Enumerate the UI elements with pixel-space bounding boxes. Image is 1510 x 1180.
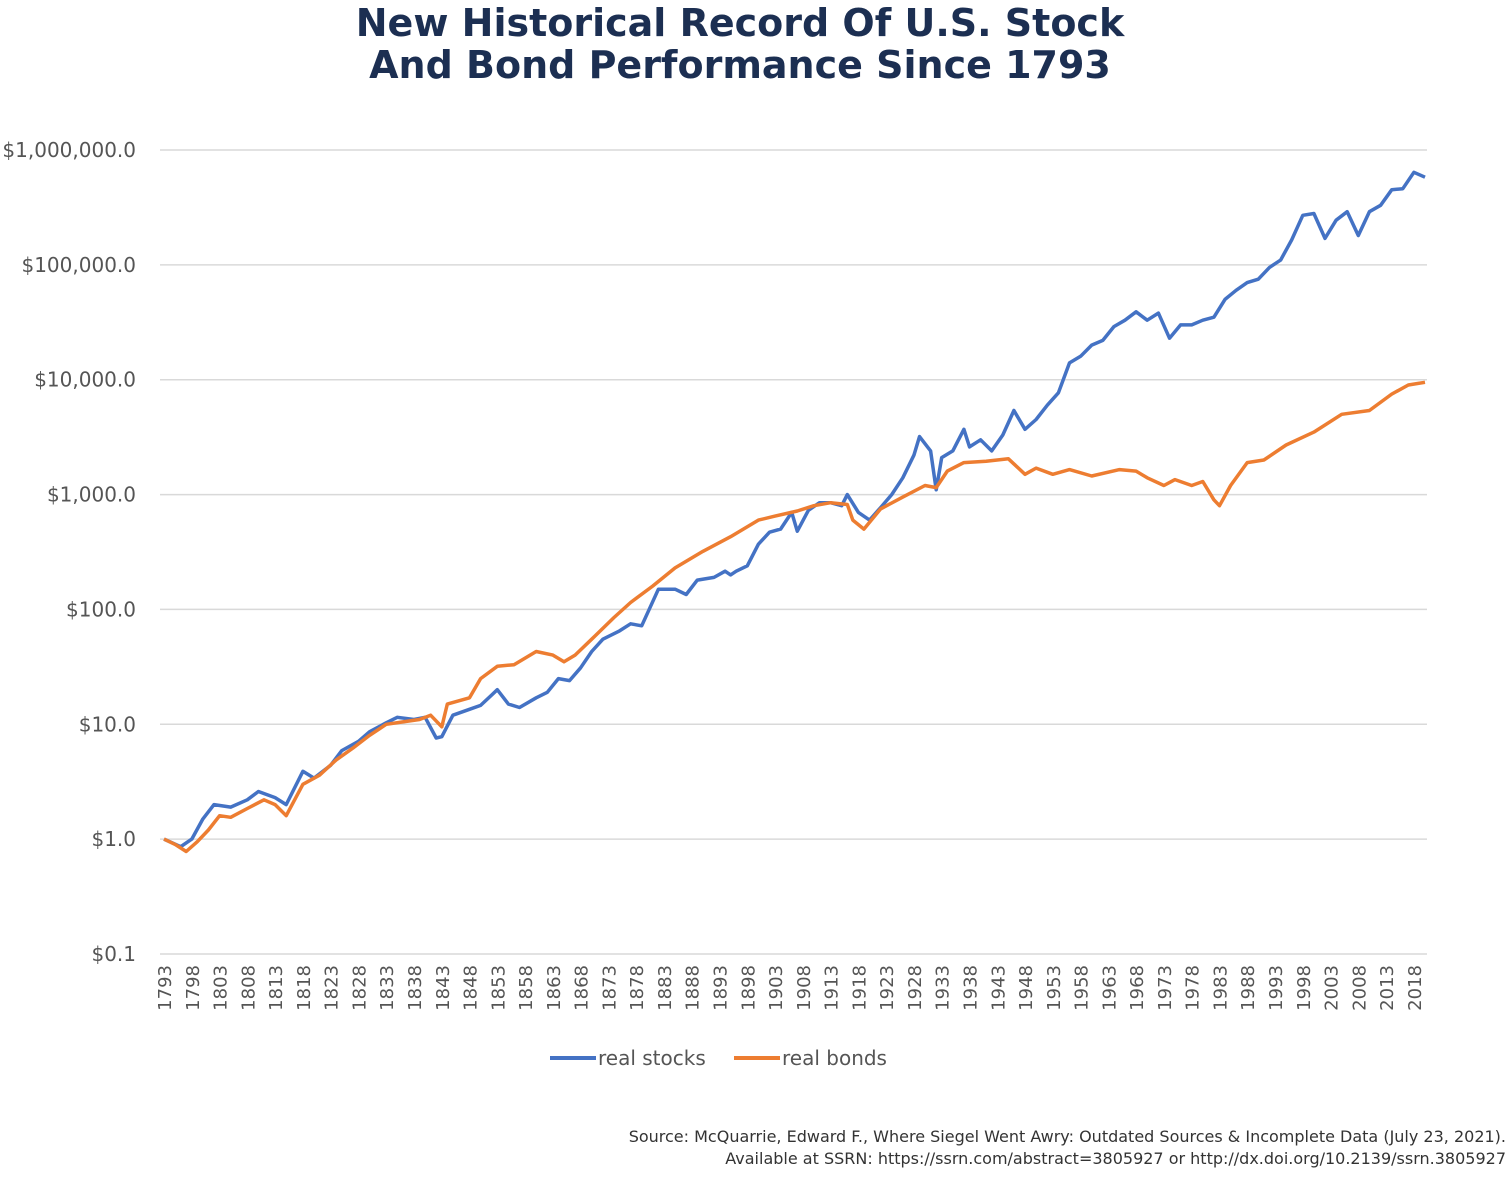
x-tick-label: 1893 bbox=[711, 965, 732, 1011]
y-tick-label: $10,000.0 bbox=[34, 368, 136, 392]
y-tick-label: $1.0 bbox=[91, 827, 136, 851]
x-tick-label: 1808 bbox=[238, 965, 259, 1011]
x-tick-label: 1998 bbox=[1294, 965, 1315, 1011]
y-tick-label: $100.0 bbox=[66, 597, 136, 621]
x-tick-label: 1918 bbox=[849, 965, 870, 1011]
x-tick-label: 1923 bbox=[877, 965, 898, 1011]
x-tick-label: 1908 bbox=[794, 965, 815, 1011]
y-tick-label: $10.0 bbox=[79, 712, 136, 736]
x-tick-label: 1963 bbox=[1099, 965, 1120, 1011]
legend-item-bonds: real bonds bbox=[734, 1046, 887, 1070]
x-tick-label: 1883 bbox=[655, 965, 676, 1011]
x-tick-label: 1813 bbox=[266, 965, 287, 1011]
chart-title: New Historical Record Of U.S. Stock And … bbox=[0, 2, 1480, 86]
title-line-2: And Bond Performance Since 1793 bbox=[369, 43, 1111, 87]
y-tick-label: $1,000,000.0 bbox=[2, 138, 136, 162]
series-line-real-stocks bbox=[163, 170, 1426, 849]
x-tick-label: 1968 bbox=[1127, 965, 1148, 1011]
x-tick-label: 1838 bbox=[405, 965, 426, 1011]
x-tick-label: 1863 bbox=[544, 965, 565, 1011]
y-tick-label: $1,000.0 bbox=[47, 483, 136, 507]
x-tick-label: 2018 bbox=[1405, 965, 1426, 1011]
y-axis: $0.1 $1.0 $10.0 $100.0 $1,000.0 $10,000.0 $100… bbox=[2, 138, 136, 966]
x-tick-label: 1983 bbox=[1210, 965, 1231, 1011]
x-tick-label: 1978 bbox=[1183, 965, 1204, 1011]
x-tick-label: 1938 bbox=[960, 965, 981, 1011]
x-tick-label: 1878 bbox=[627, 965, 648, 1011]
x-tick-label: 1798 bbox=[183, 965, 204, 1011]
x-tick-label: 1828 bbox=[349, 965, 370, 1011]
x-tick-label: 1988 bbox=[1238, 965, 1259, 1011]
grid bbox=[160, 149, 1427, 955]
x-tick-label: 1903 bbox=[766, 965, 787, 1011]
legend-swatch-bonds bbox=[734, 1056, 780, 1060]
x-tick-label: 1973 bbox=[1155, 965, 1176, 1011]
x-tick-label: 1843 bbox=[433, 965, 454, 1011]
x-tick-label: 2003 bbox=[1322, 965, 1343, 1011]
x-tick-label: 1818 bbox=[294, 965, 315, 1011]
x-tick-label: 1948 bbox=[1016, 965, 1037, 1011]
source-line-1: Source: McQuarrie, Edward F., Where Sieg… bbox=[628, 1127, 1506, 1146]
x-tick-label: 1793 bbox=[155, 965, 176, 1011]
x-tick-label: 1853 bbox=[488, 965, 509, 1011]
legend-label-stocks: real stocks bbox=[598, 1046, 706, 1070]
legend-label-bonds: real bonds bbox=[782, 1046, 887, 1070]
series-line-real-bonds bbox=[163, 380, 1426, 854]
legend-swatch-stocks bbox=[550, 1056, 596, 1060]
legend-item-stocks: real stocks bbox=[550, 1046, 706, 1070]
x-tick-label: 2013 bbox=[1377, 965, 1398, 1011]
x-tick-label: 1913 bbox=[822, 965, 843, 1011]
x-tick-label: 1993 bbox=[1266, 965, 1287, 1011]
x-tick-label: 2008 bbox=[1349, 965, 1370, 1011]
x-tick-label: 1933 bbox=[933, 965, 954, 1011]
series-lines bbox=[163, 170, 1426, 854]
x-tick-label: 1858 bbox=[516, 965, 537, 1011]
y-tick-label: $100,000.0 bbox=[21, 253, 136, 277]
source-line-2: Available at SSRN: https://ssrn.com/abst… bbox=[725, 1149, 1506, 1168]
x-tick-label: 1958 bbox=[1072, 965, 1093, 1011]
x-tick-label: 1928 bbox=[905, 965, 926, 1011]
x-tick-label: 1803 bbox=[211, 965, 232, 1011]
title-line-1: New Historical Record Of U.S. Stock bbox=[355, 1, 1125, 45]
y-tick-label: $0.1 bbox=[91, 942, 136, 966]
x-tick-label: 1823 bbox=[322, 965, 343, 1011]
x-tick-label: 1833 bbox=[377, 965, 398, 1011]
x-tick-label: 1943 bbox=[988, 965, 1009, 1011]
x-tick-label: 1953 bbox=[1044, 965, 1065, 1011]
x-tick-label: 1873 bbox=[599, 965, 620, 1011]
x-tick-label: 1848 bbox=[461, 965, 482, 1011]
x-axis: 1793 1798 1803 1808 1813 1818 1823 1828 1833 1838… bbox=[155, 965, 1426, 1011]
x-tick-label: 1868 bbox=[572, 965, 593, 1011]
x-tick-label: 1888 bbox=[683, 965, 704, 1011]
x-tick-label: 1898 bbox=[738, 965, 759, 1011]
